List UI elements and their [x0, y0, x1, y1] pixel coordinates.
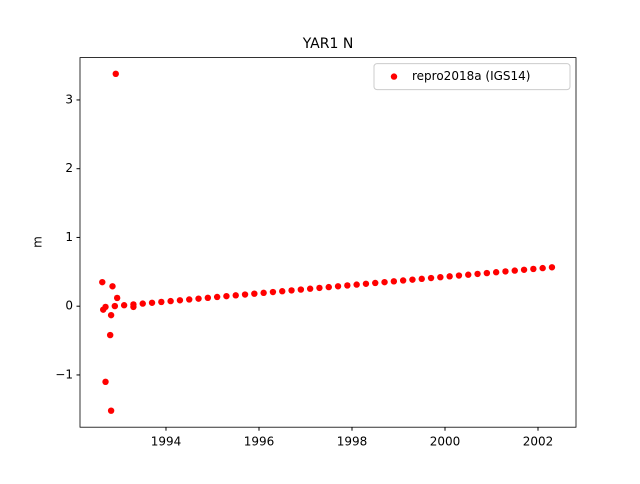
point [297, 286, 305, 293]
y-tick-label: −1 [55, 367, 73, 381]
point [334, 283, 342, 290]
point [511, 267, 518, 274]
point [111, 302, 119, 310]
point [107, 407, 115, 414]
plot-frame [79, 57, 577, 428]
point [362, 280, 370, 287]
point [520, 266, 528, 273]
point [112, 70, 119, 78]
point [427, 274, 435, 282]
legend-marker [390, 73, 398, 80]
point [306, 285, 314, 292]
x-tick-label: 2000 [430, 435, 461, 449]
point [483, 269, 491, 277]
point [213, 293, 221, 301]
point [106, 331, 114, 339]
point [186, 296, 193, 303]
legend-label: repro2018a (IGS14) [412, 69, 530, 83]
y-axis-label: m [31, 236, 45, 248]
point [465, 271, 472, 278]
point [130, 303, 137, 311]
y-tick-label: 1 [65, 230, 73, 244]
point [107, 311, 115, 319]
point [437, 273, 444, 281]
x-tick-label: 1996 [244, 435, 275, 449]
chart-title: YAR1 N [302, 36, 354, 52]
x-tick-label: 1994 [151, 435, 182, 449]
point [390, 278, 398, 285]
point [353, 281, 360, 288]
point [530, 265, 537, 273]
point [446, 273, 453, 280]
point [502, 268, 509, 275]
point [279, 288, 286, 295]
point [455, 272, 463, 279]
y-tick-label: 3 [65, 92, 73, 106]
point [158, 298, 165, 306]
point [120, 302, 128, 309]
point [269, 288, 277, 296]
point [167, 297, 174, 305]
point [232, 292, 239, 299]
point [113, 294, 121, 302]
point [204, 294, 212, 302]
y-tick-label: 2 [65, 161, 73, 175]
point [409, 276, 416, 283]
point [195, 295, 202, 302]
point [176, 297, 184, 304]
point [492, 269, 500, 276]
point [148, 299, 156, 306]
y-tick-label: 0 [65, 299, 73, 313]
point [548, 264, 556, 271]
x-tick-label: 2002 [523, 435, 554, 449]
point [99, 278, 106, 286]
point [399, 277, 407, 284]
point [372, 279, 379, 287]
legend-box [373, 63, 571, 91]
point [100, 306, 107, 313]
point [223, 292, 230, 300]
point [251, 290, 258, 297]
point [139, 300, 146, 307]
point [539, 264, 546, 272]
point [109, 283, 116, 290]
point [418, 275, 425, 283]
point [381, 278, 388, 286]
point [316, 284, 323, 292]
point [344, 282, 351, 289]
point [241, 291, 249, 298]
point [474, 270, 481, 278]
point [288, 287, 295, 294]
point [102, 378, 109, 386]
point [325, 283, 332, 291]
x-tick-label: 1998 [337, 435, 368, 449]
point [260, 289, 267, 297]
